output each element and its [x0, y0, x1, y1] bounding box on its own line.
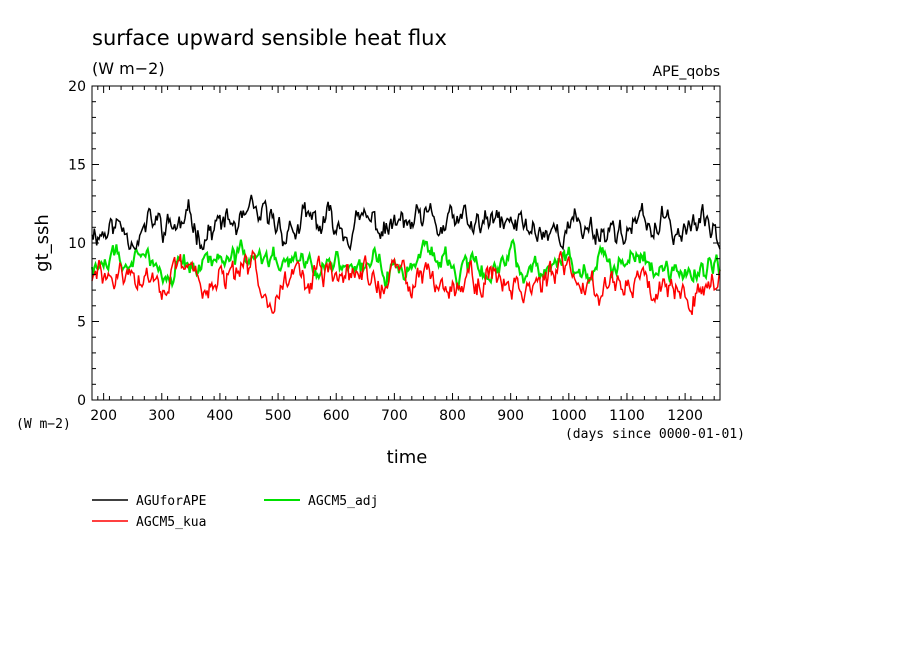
y-tick-label: 15 — [68, 158, 86, 174]
series-line-AGUforAPE — [91, 194, 721, 252]
x-tick-label: 600 — [323, 408, 350, 424]
series-line-AGCM5_kua — [91, 249, 721, 316]
x-tick-label: 400 — [207, 408, 234, 424]
x-tick-label: 1100 — [609, 408, 645, 424]
x-tick-label: 200 — [90, 408, 117, 424]
y-tick-label: 5 — [77, 315, 86, 331]
legend: AGUforAPE AGCM5_kua AGCM5_adj — [92, 494, 378, 530]
plot-frame — [91, 85, 721, 401]
y-tick-label: 0 — [77, 393, 86, 409]
x-tick-label: 500 — [265, 408, 292, 424]
legend-label: AGUforAPE — [136, 494, 206, 509]
x-tick-label: 300 — [148, 408, 175, 424]
x-axis-label: time — [387, 447, 428, 468]
y-axis-label: gt_ssh — [32, 214, 53, 272]
x-tick-label: 700 — [381, 408, 408, 424]
legend-label: AGCM5_adj — [308, 494, 378, 509]
axis-ticks: 0 5 10 15 20 200 300 400 500 600 700 800 900 1000 1100… — [68, 79, 720, 424]
x-tick-label: 900 — [497, 408, 524, 424]
chart-units: (W m−2) — [92, 59, 165, 78]
plot-lines — [91, 194, 721, 316]
chart-title: surface upward sensible heat flux — [92, 26, 447, 50]
chart-tag: APE_qobs — [653, 64, 721, 80]
legend-label: AGCM5_kua — [136, 515, 206, 530]
x-tick-label: 1200 — [667, 408, 703, 424]
x-tick-label: 1000 — [551, 408, 587, 424]
y-tick-label: 10 — [68, 236, 86, 252]
y-axis-units: (W m−2) — [16, 417, 71, 432]
x-tick-label: 800 — [439, 408, 466, 424]
y-tick-label: 20 — [68, 79, 86, 95]
x-axis-units: (days since 0000-01-01) — [565, 427, 745, 442]
